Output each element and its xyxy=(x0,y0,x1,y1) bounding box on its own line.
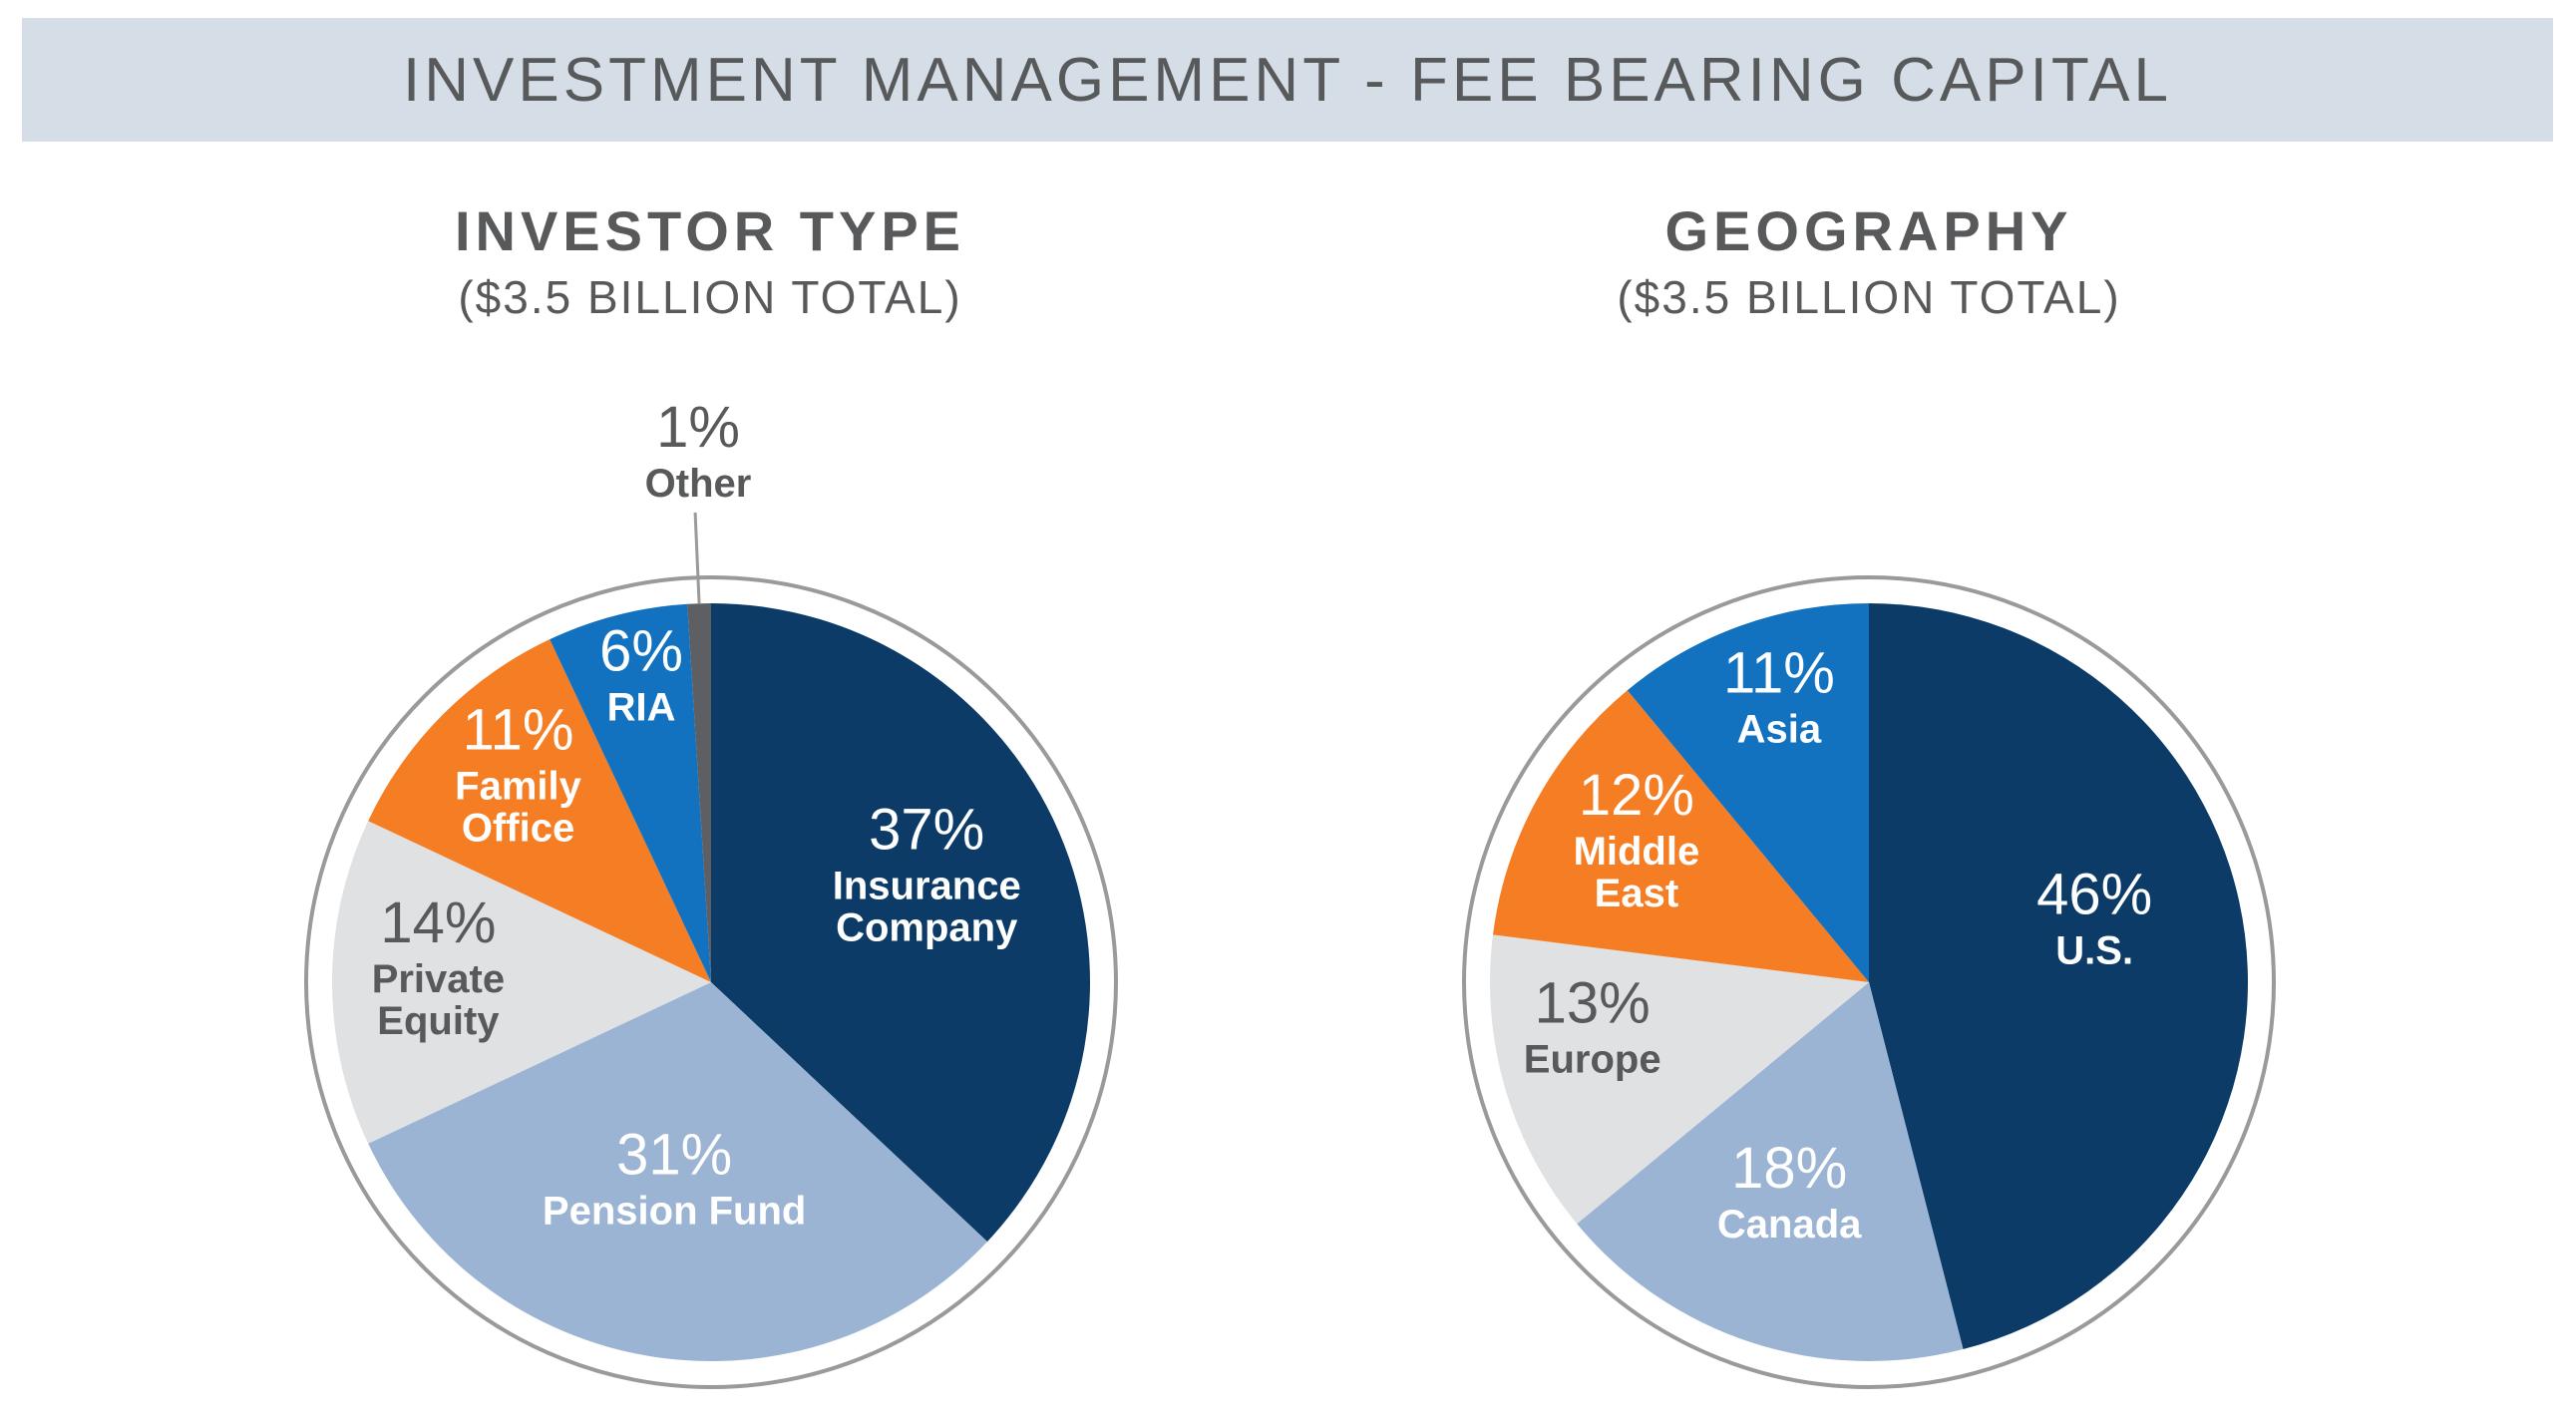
investor-slice-ria-category-label: RIA xyxy=(607,686,676,730)
investor-slice-pension-fund-label: 31%Pension Fund xyxy=(543,1123,806,1234)
investor-slice-private-equity-value-label: 14% xyxy=(380,891,496,955)
geography-slice-middle-east-value-label: 12% xyxy=(1579,763,1694,828)
investor-slice-ria xyxy=(550,603,711,982)
geography-slice-middle-east xyxy=(1493,690,1869,982)
investor-slice-ria-label: 6%RIA xyxy=(599,619,683,730)
geography-slice-u-s xyxy=(1869,603,2248,1350)
investor-slice-insurance-company-category-label: Company xyxy=(836,905,1018,949)
investor-slice-pension-fund-value-label: 31% xyxy=(616,1123,732,1188)
geography-slice-u-s-category-label: U.S. xyxy=(2055,928,2133,972)
geography-slice-asia-value-label: 11% xyxy=(1723,641,1835,706)
investor-slice-insurance-company-value-label: 37% xyxy=(869,797,984,862)
investor-slice-pension-fund-category-label: Pension Fund xyxy=(543,1190,806,1234)
geography-slice-asia xyxy=(1627,603,1869,982)
geography-heading: GEOGRAPHY ($3.5 BILLION TOTAL) xyxy=(1420,195,2318,327)
investor-slice-private-equity-category-label: Private xyxy=(372,957,505,1001)
investor-slice-family-office-category-label: Family xyxy=(455,765,581,809)
geography-slice-middle-east-category-label: Middle xyxy=(1574,830,1700,874)
investor-slice-ria-value-label: 6% xyxy=(599,619,683,684)
geography-slice-europe-category-label: Europe xyxy=(1524,1038,1661,1082)
geography-slice-europe-value-label: 13% xyxy=(1535,971,1651,1036)
geography-slice-europe-label: 13%Europe xyxy=(1524,971,1661,1082)
investor-slice-insurance-company-category-label: Insurance xyxy=(833,864,1021,907)
geography-slice-europe xyxy=(1490,934,1869,1225)
geography-slice-canada-category-label: Canada xyxy=(1717,1203,1862,1247)
page-title: INVESTMENT MANAGEMENT - FEE BEARING CAPI… xyxy=(403,45,2172,115)
investor-slice-insurance-company xyxy=(711,603,1091,1243)
investor-type-subtitle: ($3.5 BILLION TOTAL) xyxy=(458,271,962,323)
geography-slice-canada-label: 18%Canada xyxy=(1717,1136,1862,1247)
geography-slice-u-s-label: 46%U.S. xyxy=(2036,862,2152,972)
geography-slice-canada xyxy=(1577,982,1964,1361)
investor-slice-family-office-value-label: 11% xyxy=(463,698,574,763)
geography-slice-asia-label: 11%Asia xyxy=(1723,641,1835,752)
geography-slice-u-s-value-label: 46% xyxy=(2036,862,2152,926)
investor-slice-family-office-category-label: Office xyxy=(462,807,574,851)
geography-slice-middle-east-category-label: East xyxy=(1595,872,1679,915)
investor-slice-private-equity xyxy=(332,821,711,1144)
geography-title: GEOGRAPHY xyxy=(1664,199,2073,262)
investor-slice-other-label: 1%Other xyxy=(645,395,752,506)
investor-slice-other xyxy=(687,603,711,982)
investor-slice-private-equity-category-label: Equity xyxy=(377,999,500,1043)
investor-type-title: INVESTOR TYPE xyxy=(454,199,966,262)
geography-slice-asia-category-label: Asia xyxy=(1737,708,1822,752)
investor-slice-pension-fund xyxy=(368,982,988,1362)
investor-slice-other-category-label: Other xyxy=(645,462,752,506)
investor-slice-other-leader-line xyxy=(693,512,701,604)
header-banner: INVESTMENT MANAGEMENT - FEE BEARING CAPI… xyxy=(22,18,2553,142)
investor-type-heading: INVESTOR TYPE ($3.5 BILLION TOTAL) xyxy=(261,195,1159,327)
investor-slice-other-value-label: 1% xyxy=(656,395,740,460)
geography-slice-canada-value-label: 18% xyxy=(1731,1136,1847,1201)
geography-subtitle: ($3.5 BILLION TOTAL) xyxy=(1617,271,2121,323)
investor-slice-family-office xyxy=(368,639,711,982)
